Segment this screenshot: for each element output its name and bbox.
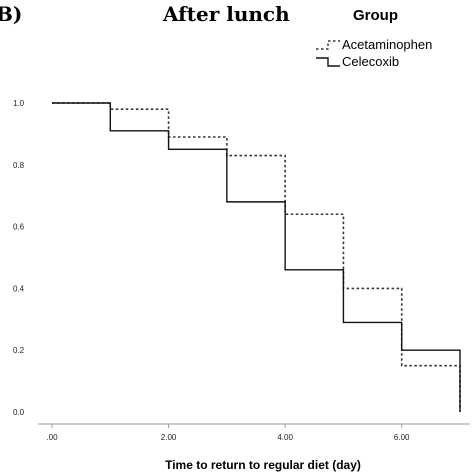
x-tick-label: 6.00 bbox=[394, 433, 410, 442]
y-tick-label: 1.0 bbox=[13, 99, 25, 108]
x-axis-label: Time to return to regular diet (day) bbox=[165, 458, 361, 472]
axes: 0.0 0.2 0.4 0.6 0.8 1.0 .00 2.00 4.00 6.00 bbox=[13, 99, 470, 442]
legend-swatch bbox=[316, 40, 340, 50]
x-tick-label: 4.00 bbox=[277, 433, 293, 442]
y-tick-label: 0.4 bbox=[13, 284, 25, 293]
y-tick-label: 0.2 bbox=[13, 346, 25, 355]
legend-label: Acetaminophen bbox=[342, 37, 432, 52]
legend-swatch bbox=[316, 57, 340, 67]
y-tick-labels: 0.0 0.2 0.4 0.6 0.8 1.0 bbox=[13, 99, 25, 417]
series-line-acetaminophen bbox=[52, 102, 461, 412]
y-tick-label: 0.6 bbox=[13, 223, 25, 232]
chart-title: After lunch bbox=[162, 2, 290, 26]
series-line-celecoxib bbox=[52, 102, 461, 412]
legend-label: Celecoxib bbox=[342, 54, 399, 69]
x-tick-label: 2.00 bbox=[161, 433, 177, 442]
y-tick-label: 0.0 bbox=[13, 408, 25, 417]
legend: Group Acetaminophen Celecoxib bbox=[316, 7, 432, 69]
x-tick-label: .00 bbox=[46, 433, 58, 442]
legend-title: Group bbox=[353, 7, 398, 24]
plot-area bbox=[52, 102, 461, 412]
panel-label: B) bbox=[0, 2, 22, 26]
x-tick-labels: .00 2.00 4.00 6.00 bbox=[46, 424, 410, 442]
y-tick-label: 0.8 bbox=[13, 161, 25, 170]
